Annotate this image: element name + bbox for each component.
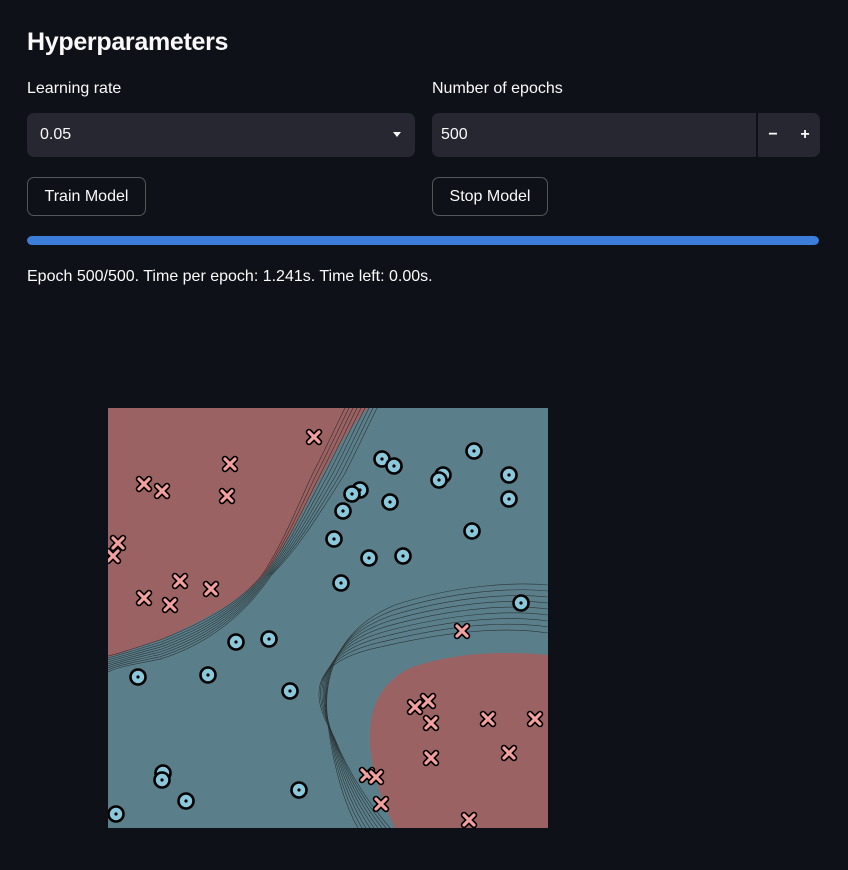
x-marker	[453, 622, 471, 640]
o-marker	[108, 805, 125, 823]
contour-line	[108, 408, 346, 657]
decision-boundary-svg	[108, 408, 548, 828]
x-marker	[526, 710, 544, 728]
increment-button[interactable]: +	[800, 126, 810, 143]
stop-model-button[interactable]: Stop Model	[432, 177, 548, 216]
o-marker	[360, 549, 378, 567]
contour-lines-top-left	[108, 408, 378, 673]
o-marker	[153, 771, 171, 789]
x-marker	[109, 534, 127, 552]
o-marker	[290, 781, 308, 799]
progress-bar-fill	[27, 236, 819, 245]
o-marker	[465, 442, 483, 460]
o-marker	[177, 792, 195, 810]
x-marker	[500, 744, 518, 762]
o-marker	[334, 502, 352, 520]
epochs-field[interactable]	[432, 113, 756, 157]
contour-line	[108, 408, 370, 669]
x-marker	[161, 596, 179, 614]
o-marker	[199, 666, 217, 684]
x-marker	[406, 698, 424, 716]
o-marker	[332, 574, 350, 592]
x-marker	[479, 710, 497, 728]
contour-line	[108, 408, 358, 663]
contour-line	[318, 629, 548, 828]
x-marker	[419, 692, 437, 710]
x-marker	[202, 580, 220, 598]
o-marker	[500, 490, 518, 508]
contour-line	[108, 408, 354, 661]
x-marker	[153, 482, 171, 500]
o-marker	[385, 457, 403, 475]
epochs-label: Number of epochs	[432, 80, 563, 97]
o-marker	[381, 493, 399, 511]
decision-boundary-plot	[108, 408, 548, 828]
x-marker	[221, 455, 239, 473]
o-marker	[343, 485, 361, 503]
learning-rate-label: Learning rate	[27, 80, 122, 97]
o-marker	[227, 633, 245, 651]
o-marker	[512, 594, 530, 612]
x-marker	[135, 589, 153, 607]
progress-bar	[27, 236, 819, 245]
status-text: Epoch 500/500. Time per epoch: 1.241s. T…	[27, 268, 433, 285]
o-marker	[463, 522, 481, 540]
o-marker	[129, 668, 147, 686]
train-model-button[interactable]: Train Model	[27, 177, 146, 216]
chevron-down-icon	[393, 132, 401, 137]
decrement-button[interactable]: −	[768, 126, 778, 143]
page-title: Hyperparameters	[27, 28, 229, 56]
x-marker	[171, 572, 189, 590]
epochs-number-input: − +	[432, 113, 820, 157]
o-marker	[281, 682, 299, 700]
learning-rate-value: 0.05	[40, 126, 72, 143]
x-marker	[422, 749, 440, 767]
contour-line	[108, 408, 374, 671]
contour-lines-bottom-right	[318, 583, 548, 828]
class-x-region-bottom-right	[369, 653, 548, 828]
x-marker	[372, 795, 390, 813]
o-marker	[394, 547, 412, 565]
o-marker	[325, 530, 343, 548]
data-points	[108, 428, 544, 828]
contour-line	[108, 408, 366, 667]
contour-line	[108, 408, 362, 665]
x-marker	[135, 475, 153, 493]
x-marker	[218, 487, 236, 505]
learning-rate-select[interactable]: 0.05	[27, 113, 415, 157]
contour-line	[108, 408, 378, 673]
x-marker	[108, 547, 122, 565]
x-marker	[305, 428, 323, 446]
o-marker	[430, 471, 448, 489]
o-marker	[500, 466, 518, 484]
contour-line	[108, 408, 350, 659]
x-marker	[460, 811, 478, 828]
o-marker	[260, 630, 278, 648]
stepper-divider	[756, 113, 758, 157]
x-marker	[367, 768, 385, 786]
x-marker	[422, 714, 440, 732]
class-x-region-top-left	[108, 408, 368, 657]
